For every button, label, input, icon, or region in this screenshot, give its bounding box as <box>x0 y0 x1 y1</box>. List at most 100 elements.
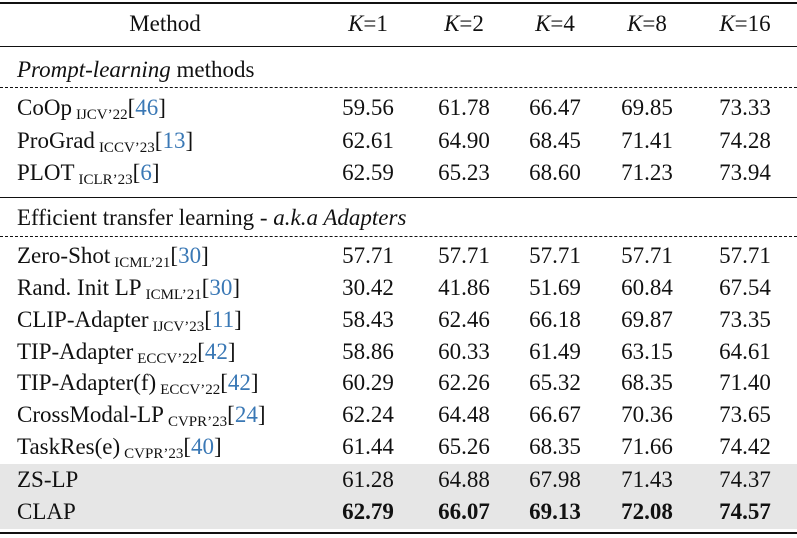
value-k4: 67.98 <box>529 467 581 492</box>
value-k16: 73.94 <box>719 160 771 185</box>
table-row: ProGrad ICCV’23[13] 62.61 64.90 68.45 71.… <box>0 125 797 157</box>
table-row: CLIP-Adapter IJCV’23[11] 58.43 62.46 66.1… <box>0 304 797 336</box>
value-k8: 72.08 <box>621 499 673 524</box>
citation-link[interactable]: 30 <box>209 275 233 300</box>
value-k2: 65.23 <box>438 160 490 185</box>
value-k16: 57.71 <box>719 243 771 268</box>
citation-link[interactable]: 13 <box>162 128 186 153</box>
value-k16: 64.61 <box>719 339 771 364</box>
top-rule <box>0 2 797 4</box>
citation-link[interactable]: 42 <box>227 370 251 395</box>
value-k2: 65.26 <box>438 434 490 459</box>
value-k4: 65.32 <box>529 370 581 395</box>
citation-link[interactable]: 40 <box>191 434 214 459</box>
value-k8: 71.23 <box>621 160 673 185</box>
value-k4: 57.71 <box>529 243 581 268</box>
table-row: Zero-Shot ICML’21[30] 57.71 57.71 57.71 5… <box>0 240 797 272</box>
highlight-background <box>0 464 797 529</box>
method-name: TaskRes(e) CVPR’23[40] <box>17 434 222 462</box>
citation-link[interactable]: 46 <box>135 95 159 120</box>
bottom-rule <box>0 532 797 534</box>
header-row: Method K=1 K=2 K=4 K=8 K=16 <box>0 8 797 40</box>
value-k16: 73.33 <box>719 95 771 120</box>
method-name: Zero-Shot ICML’21[30] <box>17 243 209 271</box>
header-k8: K=8 <box>627 11 667 36</box>
value-k4: 51.69 <box>529 275 581 300</box>
citation-link[interactable]: 42 <box>204 339 228 364</box>
table-row: TaskRes(e) CVPR’23[40] 61.44 65.26 68.35 … <box>0 431 797 463</box>
value-k4: 68.35 <box>529 434 581 459</box>
value-k1: 62.79 <box>342 499 394 524</box>
value-k4: 68.45 <box>529 128 581 153</box>
value-k2: 61.78 <box>438 95 490 120</box>
header-k2: K=2 <box>444 11 484 36</box>
method-name: PLOT ICLR’23[6] <box>17 160 160 188</box>
value-k2: 64.88 <box>438 467 490 492</box>
value-k8: 69.85 <box>621 95 673 120</box>
table-row: TIP-Adapter(f) ECCV’22[42] 60.29 62.26 65… <box>0 367 797 399</box>
value-k16: 74.37 <box>719 467 771 492</box>
method-name: ZS-LP <box>17 467 79 492</box>
citation-link[interactable]: 6 <box>140 160 152 185</box>
method-name: CLAP <box>17 499 76 524</box>
value-k8: 63.15 <box>621 339 673 364</box>
value-k1: 58.43 <box>342 307 394 332</box>
value-k1: 30.42 <box>342 275 394 300</box>
value-k8: 71.43 <box>621 467 673 492</box>
value-k2: 60.33 <box>438 339 490 364</box>
value-k16: 74.57 <box>719 499 771 524</box>
value-k4: 68.60 <box>529 160 581 185</box>
table-row: CrossModal-LP CVPR’23[24] 62.24 64.48 66.… <box>0 399 797 431</box>
table-row: TIP-Adapter ECCV’22[42] 58.86 60.33 61.49… <box>0 336 797 368</box>
value-k16: 73.35 <box>719 307 771 332</box>
value-k16: 71.40 <box>719 370 771 395</box>
citation-link[interactable]: 11 <box>211 307 235 332</box>
value-k1: 58.86 <box>342 339 394 364</box>
value-k16: 73.65 <box>719 402 771 427</box>
section-title-efficient-transfer: Efficient transfer learning - a.k.a Adap… <box>17 205 407 230</box>
value-k8: 57.71 <box>621 243 673 268</box>
table-row: CoOp IJCV’22[46] 59.56 61.78 66.47 69.85 … <box>0 92 797 124</box>
value-k1: 62.24 <box>342 402 394 427</box>
value-k4: 66.18 <box>529 307 581 332</box>
method-name: ProGrad ICCV’23[13] <box>17 128 194 156</box>
header-method: Method <box>129 11 201 36</box>
value-k2: 41.86 <box>438 275 490 300</box>
value-k16: 74.42 <box>719 434 771 459</box>
value-k4: 61.49 <box>529 339 581 364</box>
table-row-zs-lp: ZS-LP 61.28 64.88 67.98 71.43 74.37 <box>0 464 797 496</box>
value-k8: 71.41 <box>621 128 673 153</box>
value-k2: 62.46 <box>438 307 490 332</box>
method-name: CoOp IJCV’22[46] <box>17 95 166 123</box>
value-k4: 66.67 <box>529 402 581 427</box>
value-k2: 64.48 <box>438 402 490 427</box>
value-k1: 62.59 <box>342 160 394 185</box>
method-name: Rand. Init LP ICML’21[30] <box>17 275 241 303</box>
value-k8: 68.35 <box>621 370 673 395</box>
value-k2: 57.71 <box>438 243 490 268</box>
value-k8: 60.84 <box>621 275 673 300</box>
section-rule <box>0 197 797 198</box>
value-k16: 67.54 <box>719 275 771 300</box>
value-k1: 61.28 <box>342 467 394 492</box>
table-row-clap: CLAP 62.79 66.07 69.13 72.08 74.57 <box>0 496 797 528</box>
method-name: TIP-Adapter ECCV’22[42] <box>17 339 236 367</box>
value-k1: 57.71 <box>342 243 394 268</box>
citation-link[interactable]: 24 <box>234 402 258 427</box>
section-title-prompt-learning: Prompt-learning methods <box>17 57 255 82</box>
method-name: CLIP-Adapter IJCV’23[11] <box>17 307 242 335</box>
header-k1: K=1 <box>348 11 388 36</box>
value-k4: 69.13 <box>529 499 581 524</box>
table-row: Rand. Init LP ICML’21[30] 30.42 41.86 51.… <box>0 272 797 304</box>
section-dashed-rule <box>0 236 797 237</box>
value-k2: 66.07 <box>438 499 490 524</box>
value-k8: 70.36 <box>621 402 673 427</box>
header-rule <box>0 46 797 47</box>
value-k4: 66.47 <box>529 95 581 120</box>
header-k16: K=16 <box>719 11 771 36</box>
value-k1: 61.44 <box>342 434 394 459</box>
value-k1: 62.61 <box>342 128 394 153</box>
value-k16: 74.28 <box>719 128 771 153</box>
value-k8: 69.87 <box>621 307 673 332</box>
citation-link[interactable]: 30 <box>178 243 202 268</box>
